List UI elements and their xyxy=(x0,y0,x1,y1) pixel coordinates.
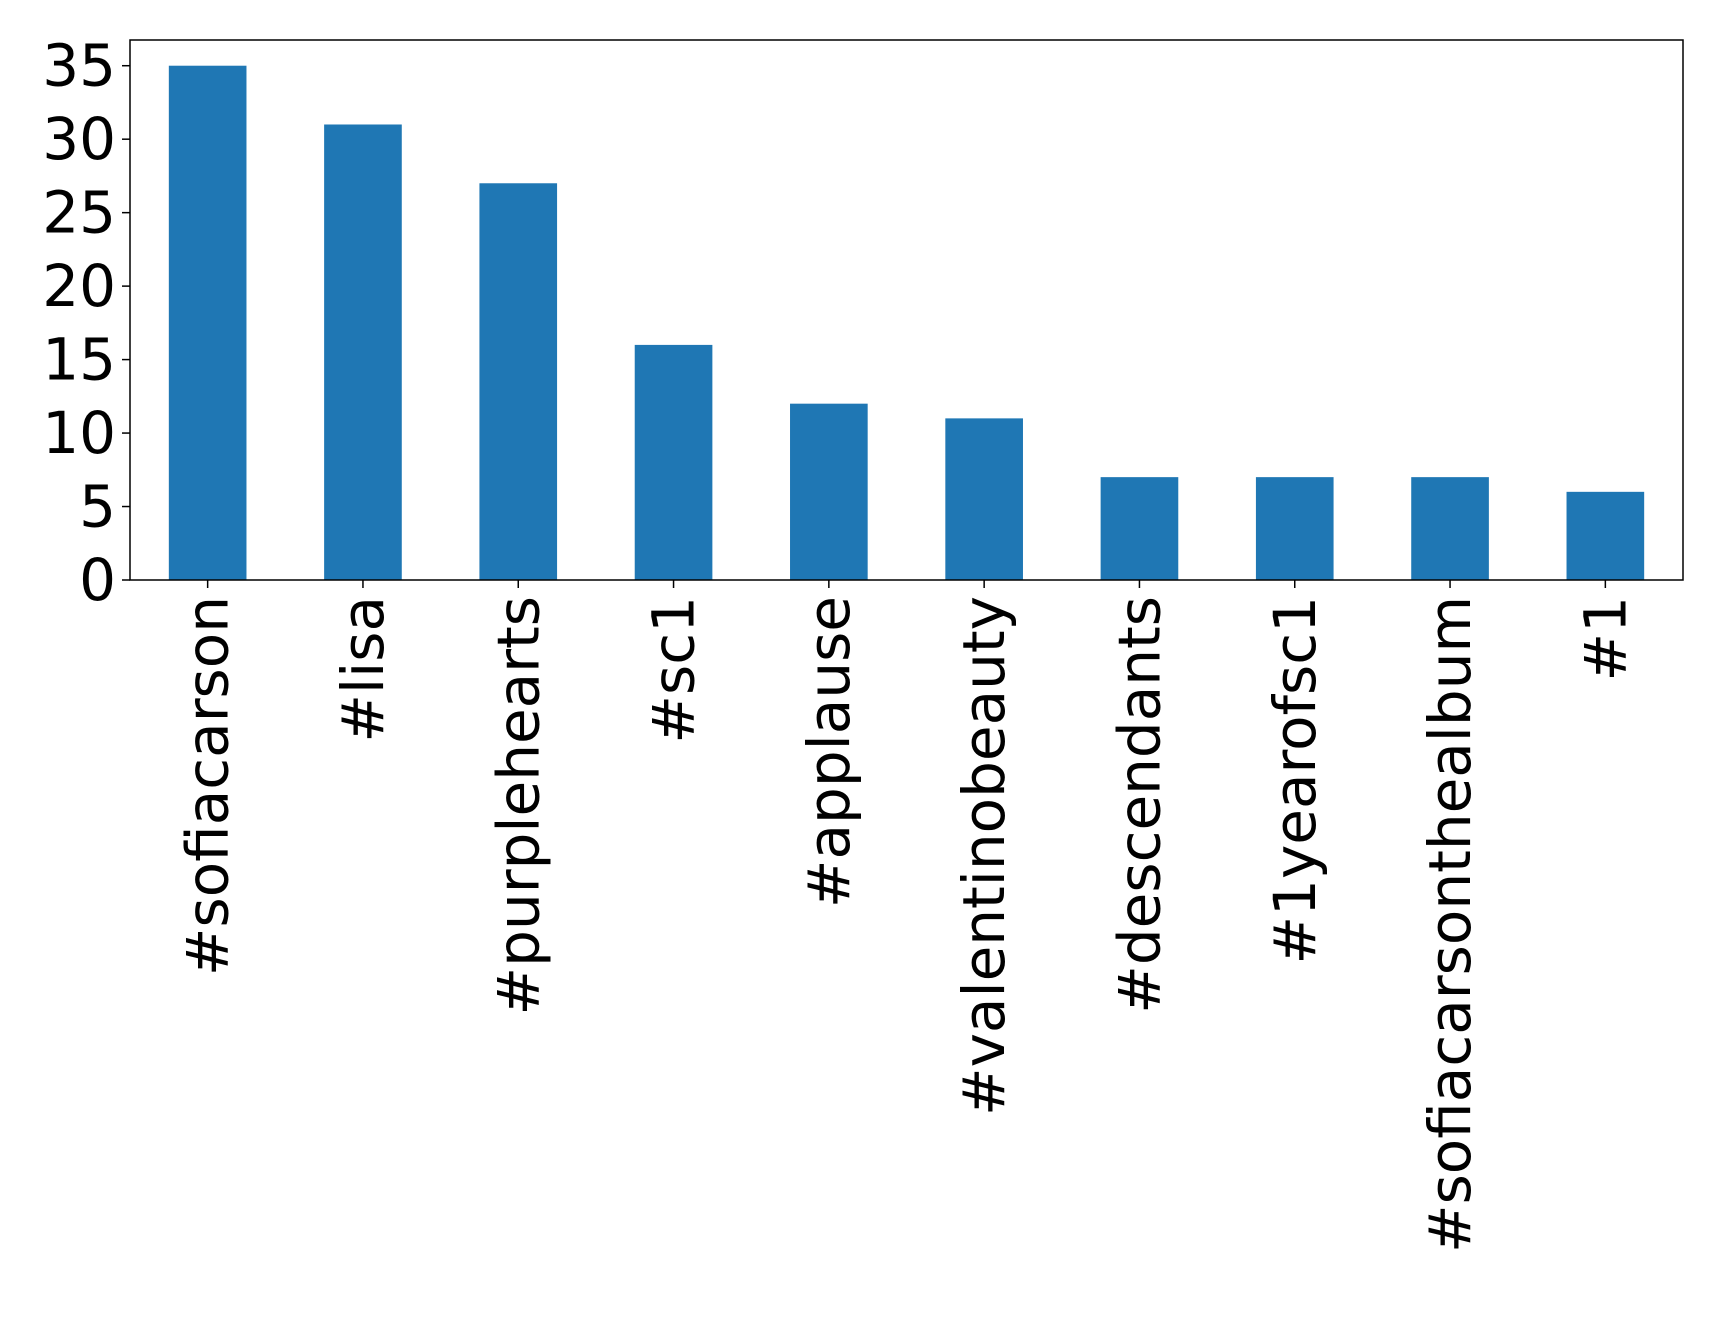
bar xyxy=(1255,477,1334,580)
y-tick-label: 25 xyxy=(42,179,116,247)
bar xyxy=(1100,477,1179,580)
bar xyxy=(945,418,1023,580)
bar xyxy=(790,403,868,580)
bars-group xyxy=(168,65,1645,580)
x-tick-label: #lisa xyxy=(329,596,397,743)
y-tick-label: 10 xyxy=(42,399,116,467)
x-tick-label: #descendants xyxy=(1105,596,1173,1014)
y-tick-label: 5 xyxy=(79,473,116,541)
x-axis: #sofiacarson #lisa #purplehearts #sc1 #appla… xyxy=(174,580,1639,1253)
y-tick-label: 30 xyxy=(42,105,116,173)
bar xyxy=(168,65,247,580)
y-tick-label: 20 xyxy=(42,252,116,320)
x-tick-label: #purplehearts xyxy=(484,596,552,1015)
bar xyxy=(634,344,713,580)
bar xyxy=(324,124,402,580)
y-tick-label: 35 xyxy=(42,32,116,100)
bar xyxy=(479,183,558,580)
plot-frame xyxy=(129,39,1684,581)
x-tick-label: #sofiacarsonthealbum xyxy=(1416,596,1484,1253)
bar xyxy=(1566,491,1645,580)
x-tick-label: #1 xyxy=(1571,596,1639,682)
x-tick-label: #sc1 xyxy=(640,596,708,744)
x-tick-label: #sofiacarson xyxy=(174,596,242,976)
x-tick-label: #applause xyxy=(795,596,863,908)
y-tick-label: 15 xyxy=(42,326,116,394)
y-tick-label: 0 xyxy=(79,546,116,614)
bar xyxy=(1411,477,1489,580)
x-tick-label: #1yearofsc1 xyxy=(1261,596,1329,965)
x-tick-label: #valentinobeauty xyxy=(950,596,1018,1116)
